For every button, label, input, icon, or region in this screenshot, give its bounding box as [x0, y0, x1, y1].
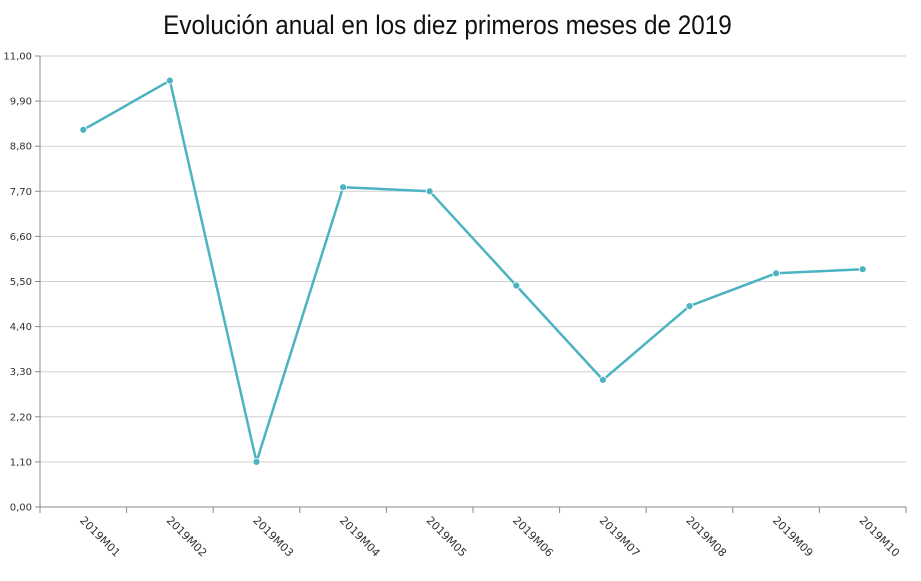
y-tick-label: 9,90: [10, 97, 32, 108]
x-tick-label: 2019M02: [164, 514, 210, 560]
x-tick-label: 2019M03: [250, 514, 296, 560]
data-point[interactable]: [425, 187, 434, 196]
x-tick-label: 2019M08: [683, 514, 729, 560]
y-tick-label: 8,80: [10, 142, 32, 153]
x-tick-label: 2019M05: [424, 514, 470, 560]
x-tick-labels: 2019M01 2019M02 2019M03 2019M04 2019M05 2019M…: [39, 507, 907, 560]
data-point[interactable]: [165, 76, 174, 85]
data-point[interactable]: [512, 281, 521, 290]
x-tick-label: 2019M09: [770, 514, 816, 560]
series: [82, 79, 863, 464]
x-tick-label: 2019M01: [77, 514, 123, 560]
data-point[interactable]: [79, 125, 88, 134]
x-tick-label: 2019M10: [857, 514, 903, 560]
y-tick-label: 1,10: [10, 457, 32, 468]
y-tick-label: 0,00: [10, 503, 32, 514]
chart-title: Evolución anual en los diez primeros mes…: [163, 10, 732, 40]
x-tick-label: 2019M07: [597, 514, 643, 560]
data-point[interactable]: [599, 375, 607, 384]
y-tick-label: 6,60: [10, 232, 32, 243]
data-point[interactable]: [858, 265, 867, 274]
y-tick-label: 7,70: [10, 187, 32, 198]
x-tick-label: 2019M06: [510, 514, 556, 560]
y-tick-label: 5,50: [10, 277, 32, 288]
data-points: [79, 76, 867, 466]
data-point[interactable]: [685, 302, 694, 311]
series-line: [82, 79, 863, 464]
x-tick-label: 2019M04: [337, 514, 383, 560]
data-point[interactable]: [339, 183, 348, 192]
y-tick-label: 2,20: [10, 412, 32, 423]
data-point[interactable]: [772, 269, 780, 278]
data-point[interactable]: [252, 457, 261, 466]
y-tick-labels: 0,00 1,10 2,20 3,30 4,40 5,50 6,60 7,70 8,80 9,90…: [3, 52, 32, 514]
y-tick-label: 11,00: [3, 52, 32, 63]
grid-lines: [35, 55, 906, 508]
y-tick-label: 4,40: [10, 322, 32, 333]
y-tick-label: 3,30: [10, 367, 32, 378]
